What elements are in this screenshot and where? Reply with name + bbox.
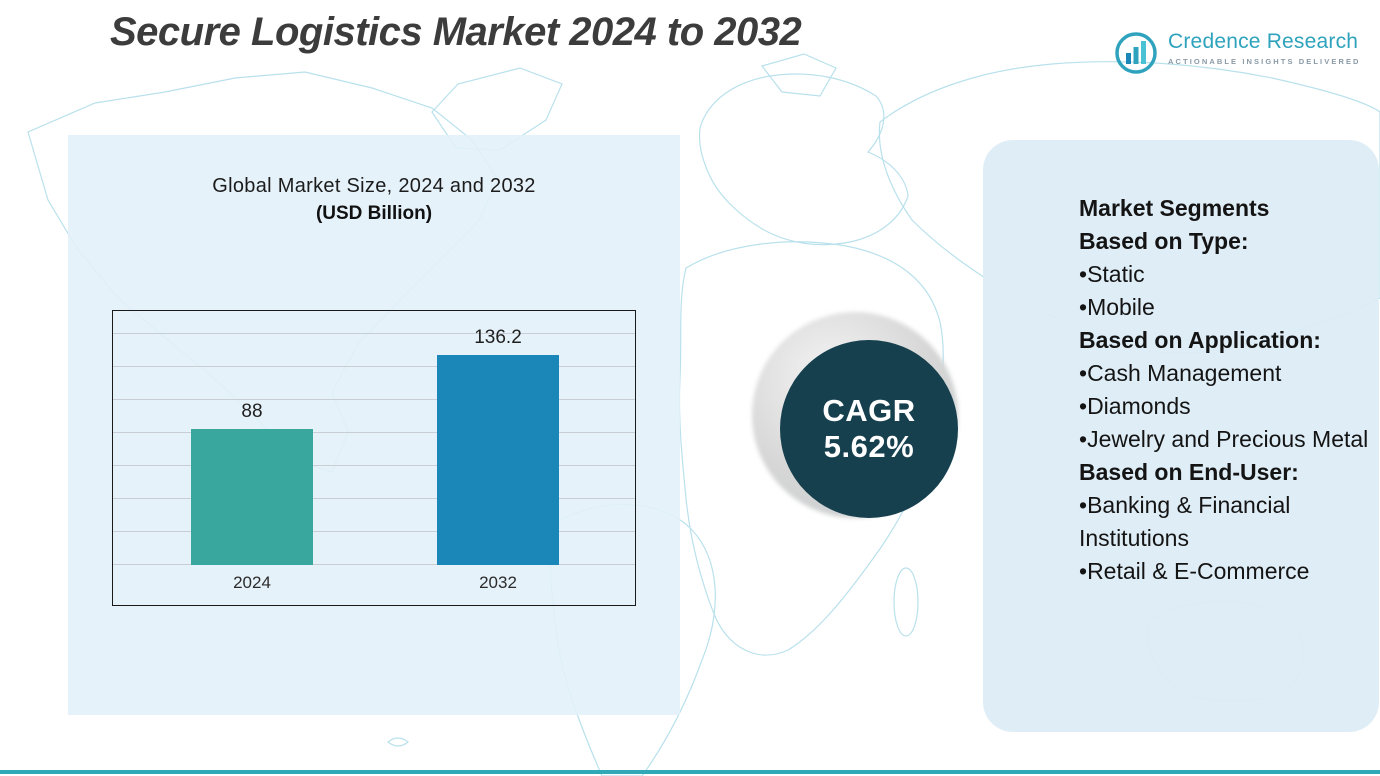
bar-2032-label: 2032: [479, 573, 517, 592]
bar-group-2024: 88 2024: [191, 401, 313, 592]
logo-tagline: ACTIONABLE INSIGHTS DELIVERED: [1168, 57, 1361, 66]
chart-units: (USD Billion): [315, 203, 433, 224]
logo-text: Credence Research ACTIONABLE INSIGHTS DE…: [1168, 30, 1361, 66]
segment-item-banking: Banking & Financial Institutions: [1079, 489, 1374, 555]
cagr-value: 5.62%: [823, 429, 915, 464]
segment-heading-end-user: Based on End-User:: [1079, 459, 1299, 485]
map-island: [387, 737, 409, 747]
map-landmass-scandinavia: [760, 53, 837, 97]
segments-panel: Market Segments Based on Type: Static Mo…: [983, 140, 1379, 732]
segment-heading-type: Based on Type:: [1079, 228, 1249, 254]
logo-name: Credence Research: [1168, 30, 1359, 53]
map-landmass-africa: [678, 241, 944, 656]
bar-2032-value: 136.2: [474, 327, 522, 348]
chart-panel: Global Market Size, 2024 and 2032 (USD B…: [68, 135, 680, 715]
chart-title: Global Market Size, 2024 and 2032: [212, 175, 536, 197]
segments-title: Market Segments: [1079, 195, 1270, 221]
cagr-badge: CAGR 5.62%: [780, 340, 958, 518]
logo: Credence Research ACTIONABLE INSIGHTS DE…: [1113, 30, 1361, 76]
map-landmass-madagascar: [893, 567, 919, 637]
segment-item-jewelry: Jewelry and Precious Metal: [1079, 423, 1374, 456]
bar-group-2032: 136.2 2032: [437, 327, 559, 592]
map-landmass-europe: [698, 73, 909, 246]
bar-2024: [191, 429, 313, 565]
cagr-label: CAGR: [822, 393, 916, 429]
segment-item-cash-management: Cash Management: [1079, 357, 1374, 390]
logo-icon: [1115, 32, 1157, 74]
segment-item-mobile: Mobile: [1079, 291, 1374, 324]
segment-item-static: Static: [1079, 258, 1374, 291]
segment-item-retail: Retail & E-Commerce: [1079, 555, 1374, 588]
page-title: Secure Logistics Market 2024 to 2032: [110, 10, 802, 54]
segment-item-diamonds: Diamonds: [1079, 390, 1374, 423]
bar-chart: 88 2024 136.2 2032: [112, 310, 636, 606]
bar-2024-value: 88: [241, 401, 263, 422]
segment-heading-application: Based on Application:: [1079, 327, 1321, 353]
bar-2032: [437, 355, 559, 565]
bottom-accent-bar: [0, 770, 1380, 774]
bar-2024-label: 2024: [233, 573, 271, 592]
